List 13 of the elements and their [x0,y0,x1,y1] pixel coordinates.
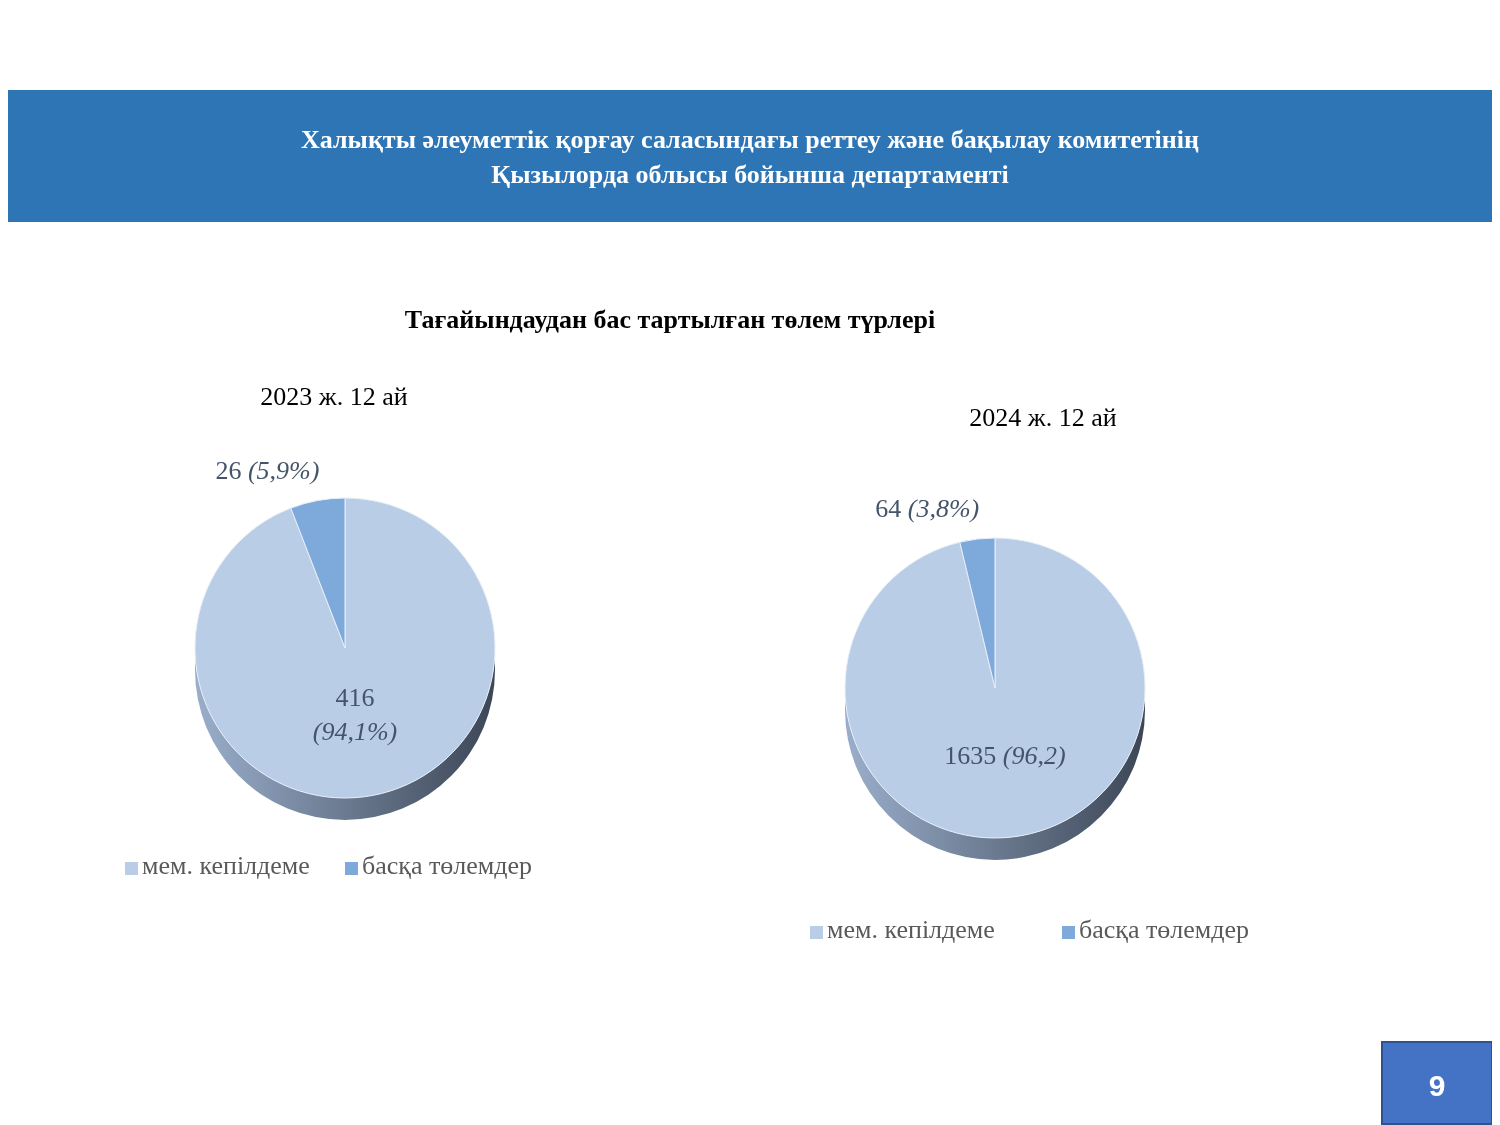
data-label: 416 (94,1%) [312,682,398,746]
text: Халықты әлеуметтік қорғау саласындағы реттеу және бақылау комитетінің Қызылорда облысы бойынша департаменті [300,125,1200,189]
data-label: 26 (5,9%) [215,455,320,485]
chart-title: 2023 ж. 12 ай [260,382,408,411]
chart-title: 2024 ж. 12 ай [969,403,1117,432]
legend-label: басқа төлемдер [1079,915,1250,944]
data-label: 64 (3,8%) [875,494,980,524]
legend-label: басқа төлемдер [362,851,533,880]
text: Тағайындаудан бас тартылған төлем түрлері [404,305,936,334]
text: 9 [1428,1069,1446,1102]
legend-label: мем. кепілдеме [142,851,310,880]
data-label: 1635 (96,2) [944,740,1066,770]
legend-label: мем. кепілдеме [827,915,995,944]
